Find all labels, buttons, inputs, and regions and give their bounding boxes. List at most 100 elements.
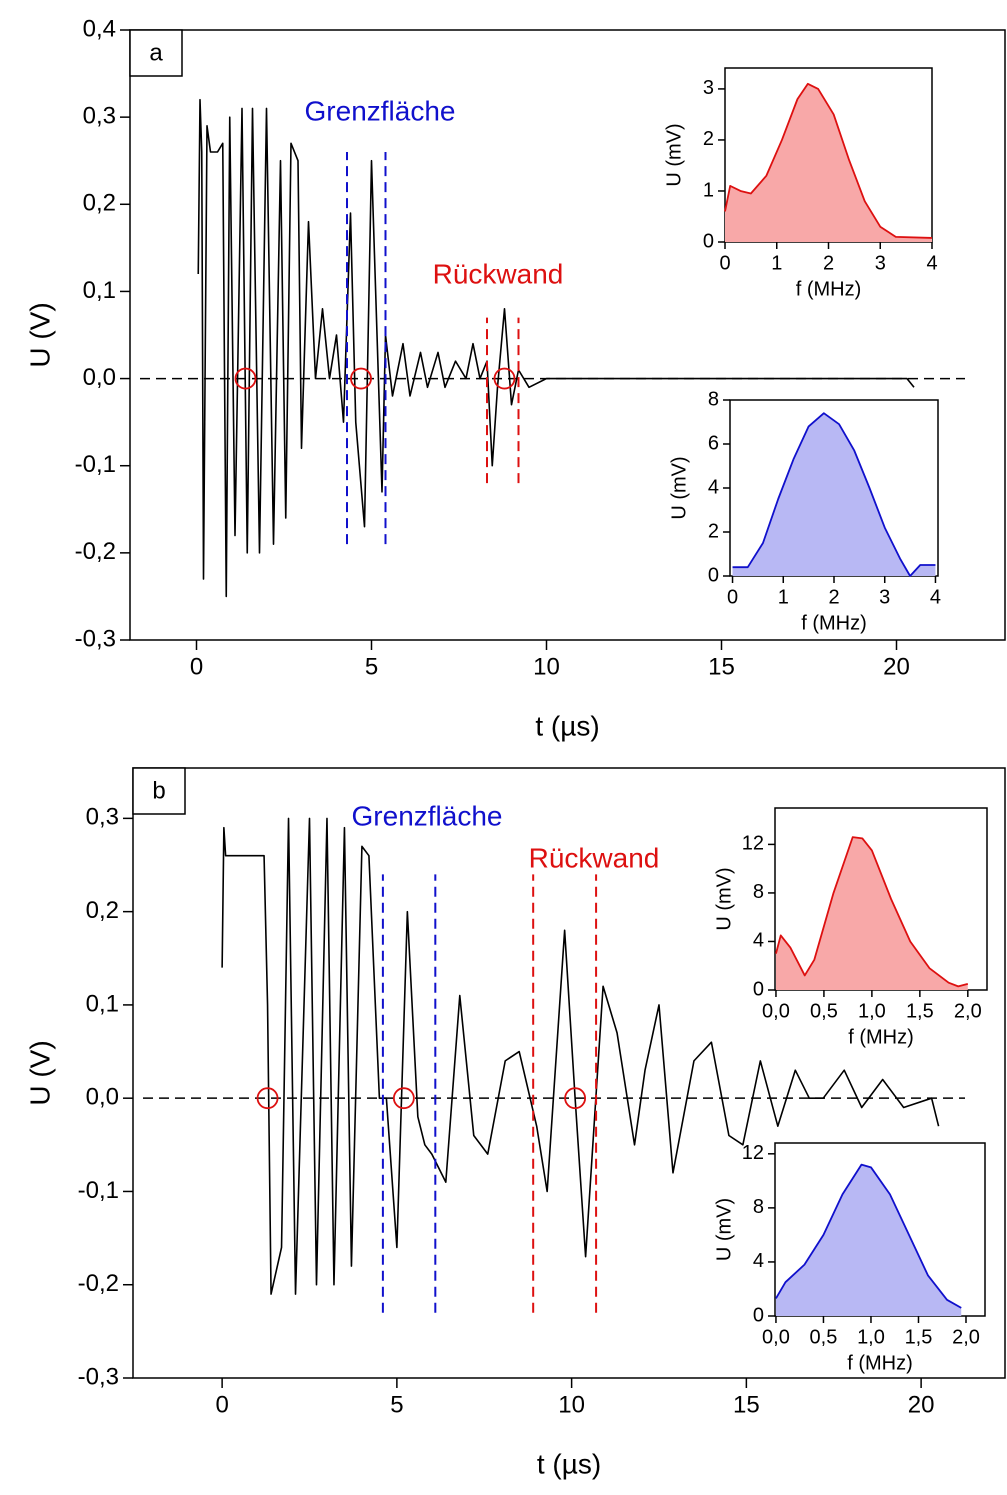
x-axis-label: t (µs) [537,1448,601,1479]
annotation: Rückwand [433,258,564,289]
line [775,836,969,988]
y-tick-label: -0,2 [78,1270,119,1297]
y-axis-label: U (V) [24,302,55,367]
area [725,83,932,243]
x-tick-label: 1,5 [905,1326,933,1348]
x-tick-label: 4 [930,586,941,608]
zero-crossing [564,1087,587,1110]
x-tick-label: 1 [778,586,789,608]
y-tick-label: 0 [703,230,714,252]
y-tick-label: -0,3 [75,625,116,652]
y-tick-label: 0,3 [86,804,119,831]
annotation: Rückwand [529,842,660,873]
x-tick-label: 0,5 [810,1000,838,1022]
zero-crossing [234,367,257,390]
annotation: Grenzfläche [305,95,456,126]
y-tick-label: 0,4 [83,15,116,42]
line [724,82,933,239]
area [775,837,968,990]
x-tick-label: 10 [533,653,560,680]
y-tick-label: 0,1 [83,277,116,304]
x-axis-label: f (MHz) [801,612,867,634]
x-tick-label: 3 [879,586,890,608]
x-tick-label: 2 [823,252,834,274]
x-tick-label: 0,5 [810,1326,838,1348]
y-tick-label: 0,0 [86,1084,119,1111]
y-tick-label: 4 [708,476,719,498]
y-tick-label: 8 [708,388,719,410]
x-tick-label: 0,0 [762,1326,790,1348]
zero-crossing [392,1087,415,1110]
y-tick-label: 8 [753,1196,764,1218]
y-axis-label: U (V) [24,1040,55,1105]
x-tick-label: 2 [828,586,839,608]
y-tick-label: 1 [703,179,714,201]
x-tick-label: 1,0 [857,1326,885,1348]
x-tick-label: 15 [708,653,735,680]
y-tick-label: 0 [753,978,764,1000]
y-tick-label: 0,3 [83,102,116,129]
x-tick-label: 5 [390,1391,403,1418]
x-tick-label: 2,0 [952,1326,980,1348]
x-axis-label: f (MHz) [848,1026,914,1048]
panel-label: b [152,777,165,804]
x-tick-label: 0,0 [762,1000,790,1022]
y-tick-label: 4 [753,930,764,952]
plot-frame [132,767,1006,1379]
zero-crossing [256,1087,279,1110]
area [732,413,936,576]
y-tick-label: 0,2 [86,897,119,924]
y-tick-label: 0,2 [83,190,116,217]
y-axis-label: U (mV) [713,1198,735,1261]
y-tick-label: -0,1 [78,1177,119,1204]
y-tick-label: 2 [703,128,714,150]
y-tick-label: -0,3 [78,1363,119,1390]
y-tick-label: 6 [708,432,719,454]
annotation: Grenzfläche [352,800,503,831]
y-axis-label: U (mV) [713,867,735,930]
panel-label: a [149,39,163,66]
panel-label-box [129,29,183,77]
y-tick-label: 3 [703,77,714,99]
x-tick-label: 4 [926,252,937,274]
x-axis-label: f (MHz) [796,278,862,300]
x-tick-label: 0 [215,1391,228,1418]
y-tick-label: -0,2 [75,538,116,565]
x-tick-label: 5 [365,653,378,680]
x-tick-label: 0 [190,653,203,680]
y-tick-label: 2 [708,520,719,542]
x-tick-label: 20 [883,653,910,680]
line [732,412,936,577]
x-tick-label: 15 [733,1391,760,1418]
y-axis-label: U (mV) [663,123,685,186]
x-tick-label: 1,5 [906,1000,934,1022]
y-axis-label: U (mV) [668,456,690,519]
x-tick-label: 10 [558,1391,585,1418]
x-tick-label: 3 [875,252,886,274]
y-tick-label: 8 [753,881,764,903]
x-tick-label: 0 [727,586,738,608]
zero-crossing [493,367,516,390]
y-tick-label: 4 [753,1250,764,1272]
y-tick-label: 0,0 [83,364,116,391]
y-tick-label: 12 [742,833,764,855]
area [775,1164,962,1316]
y-tick-label: 0 [708,564,719,586]
y-tick-label: 12 [742,1142,764,1164]
x-axis-label: t (µs) [535,710,599,741]
line [775,1163,962,1309]
line [221,817,940,1295]
zero-crossing [350,367,372,390]
x-tick-label: 1 [771,252,782,274]
panel-label-box [132,767,186,815]
x-axis-label: f (MHz) [847,1352,913,1374]
x-tick-label: 2,0 [954,1000,982,1022]
x-tick-label: 1,0 [858,1000,886,1022]
y-tick-label: -0,1 [75,451,116,478]
y-tick-label: 0 [753,1304,764,1326]
x-tick-label: 0 [719,252,730,274]
plot-frame [129,29,1006,641]
y-tick-label: 0,1 [86,990,119,1017]
